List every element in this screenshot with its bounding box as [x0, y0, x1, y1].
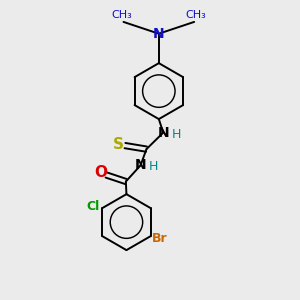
Text: S: S [113, 137, 124, 152]
Text: CH₃: CH₃ [112, 11, 132, 20]
Text: H: H [172, 128, 181, 141]
Text: Br: Br [152, 232, 168, 245]
Text: Cl: Cl [87, 200, 100, 213]
Text: H: H [149, 160, 158, 173]
Text: N: N [158, 126, 169, 140]
Text: N: N [153, 27, 165, 41]
Text: N: N [135, 158, 146, 172]
Text: CH₃: CH₃ [185, 11, 206, 20]
Text: O: O [94, 165, 108, 180]
